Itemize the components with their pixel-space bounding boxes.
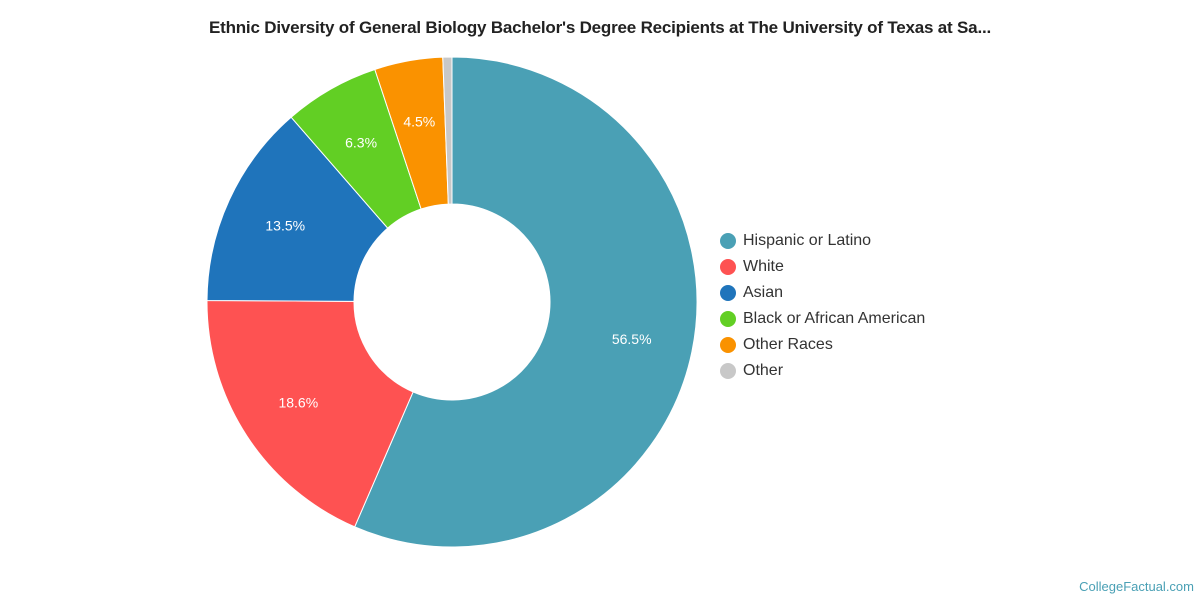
legend-marker <box>720 285 736 301</box>
slice-asian[interactable] <box>206 116 389 302</box>
legend-item[interactable]: Asian <box>720 280 925 306</box>
legend-marker <box>720 233 736 249</box>
slice-hispanic-or-latino[interactable] <box>354 56 698 548</box>
legend-item[interactable]: Black or African American <box>720 306 925 332</box>
legend-item[interactable]: Other <box>720 358 925 384</box>
legend-label: Other Races <box>743 336 833 353</box>
legend-label: Asian <box>743 284 784 301</box>
legend-item[interactable]: White <box>720 254 925 280</box>
legend-item[interactable]: Hispanic or Latino <box>720 228 925 254</box>
slice-white[interactable] <box>206 299 414 528</box>
legend-marker <box>720 337 736 353</box>
data-label: 13.5% <box>265 217 305 233</box>
legend-label: Hispanic or Latino <box>743 232 872 249</box>
chart-title: Ethnic Diversity of General Biology Bach… <box>208 18 992 37</box>
legend-marker <box>720 259 736 275</box>
legend-marker <box>720 363 736 379</box>
legend-label: Other <box>743 362 784 379</box>
legend-label: White <box>743 258 784 275</box>
legend-item[interactable]: Other Races <box>720 332 925 358</box>
slice-other[interactable] <box>442 56 453 205</box>
data-label: 4.5% <box>403 113 435 129</box>
legend: Hispanic or Latino White Asian Black or Afr… <box>720 228 925 384</box>
credit-link[interactable]: CollegeFactual.com <box>1079 579 1194 594</box>
data-label: 6.3% <box>345 135 377 151</box>
legend-label: Black or African American <box>743 310 926 327</box>
data-label: 56.5% <box>612 331 652 347</box>
legend-marker <box>720 311 736 327</box>
data-label: 18.6% <box>278 394 318 410</box>
